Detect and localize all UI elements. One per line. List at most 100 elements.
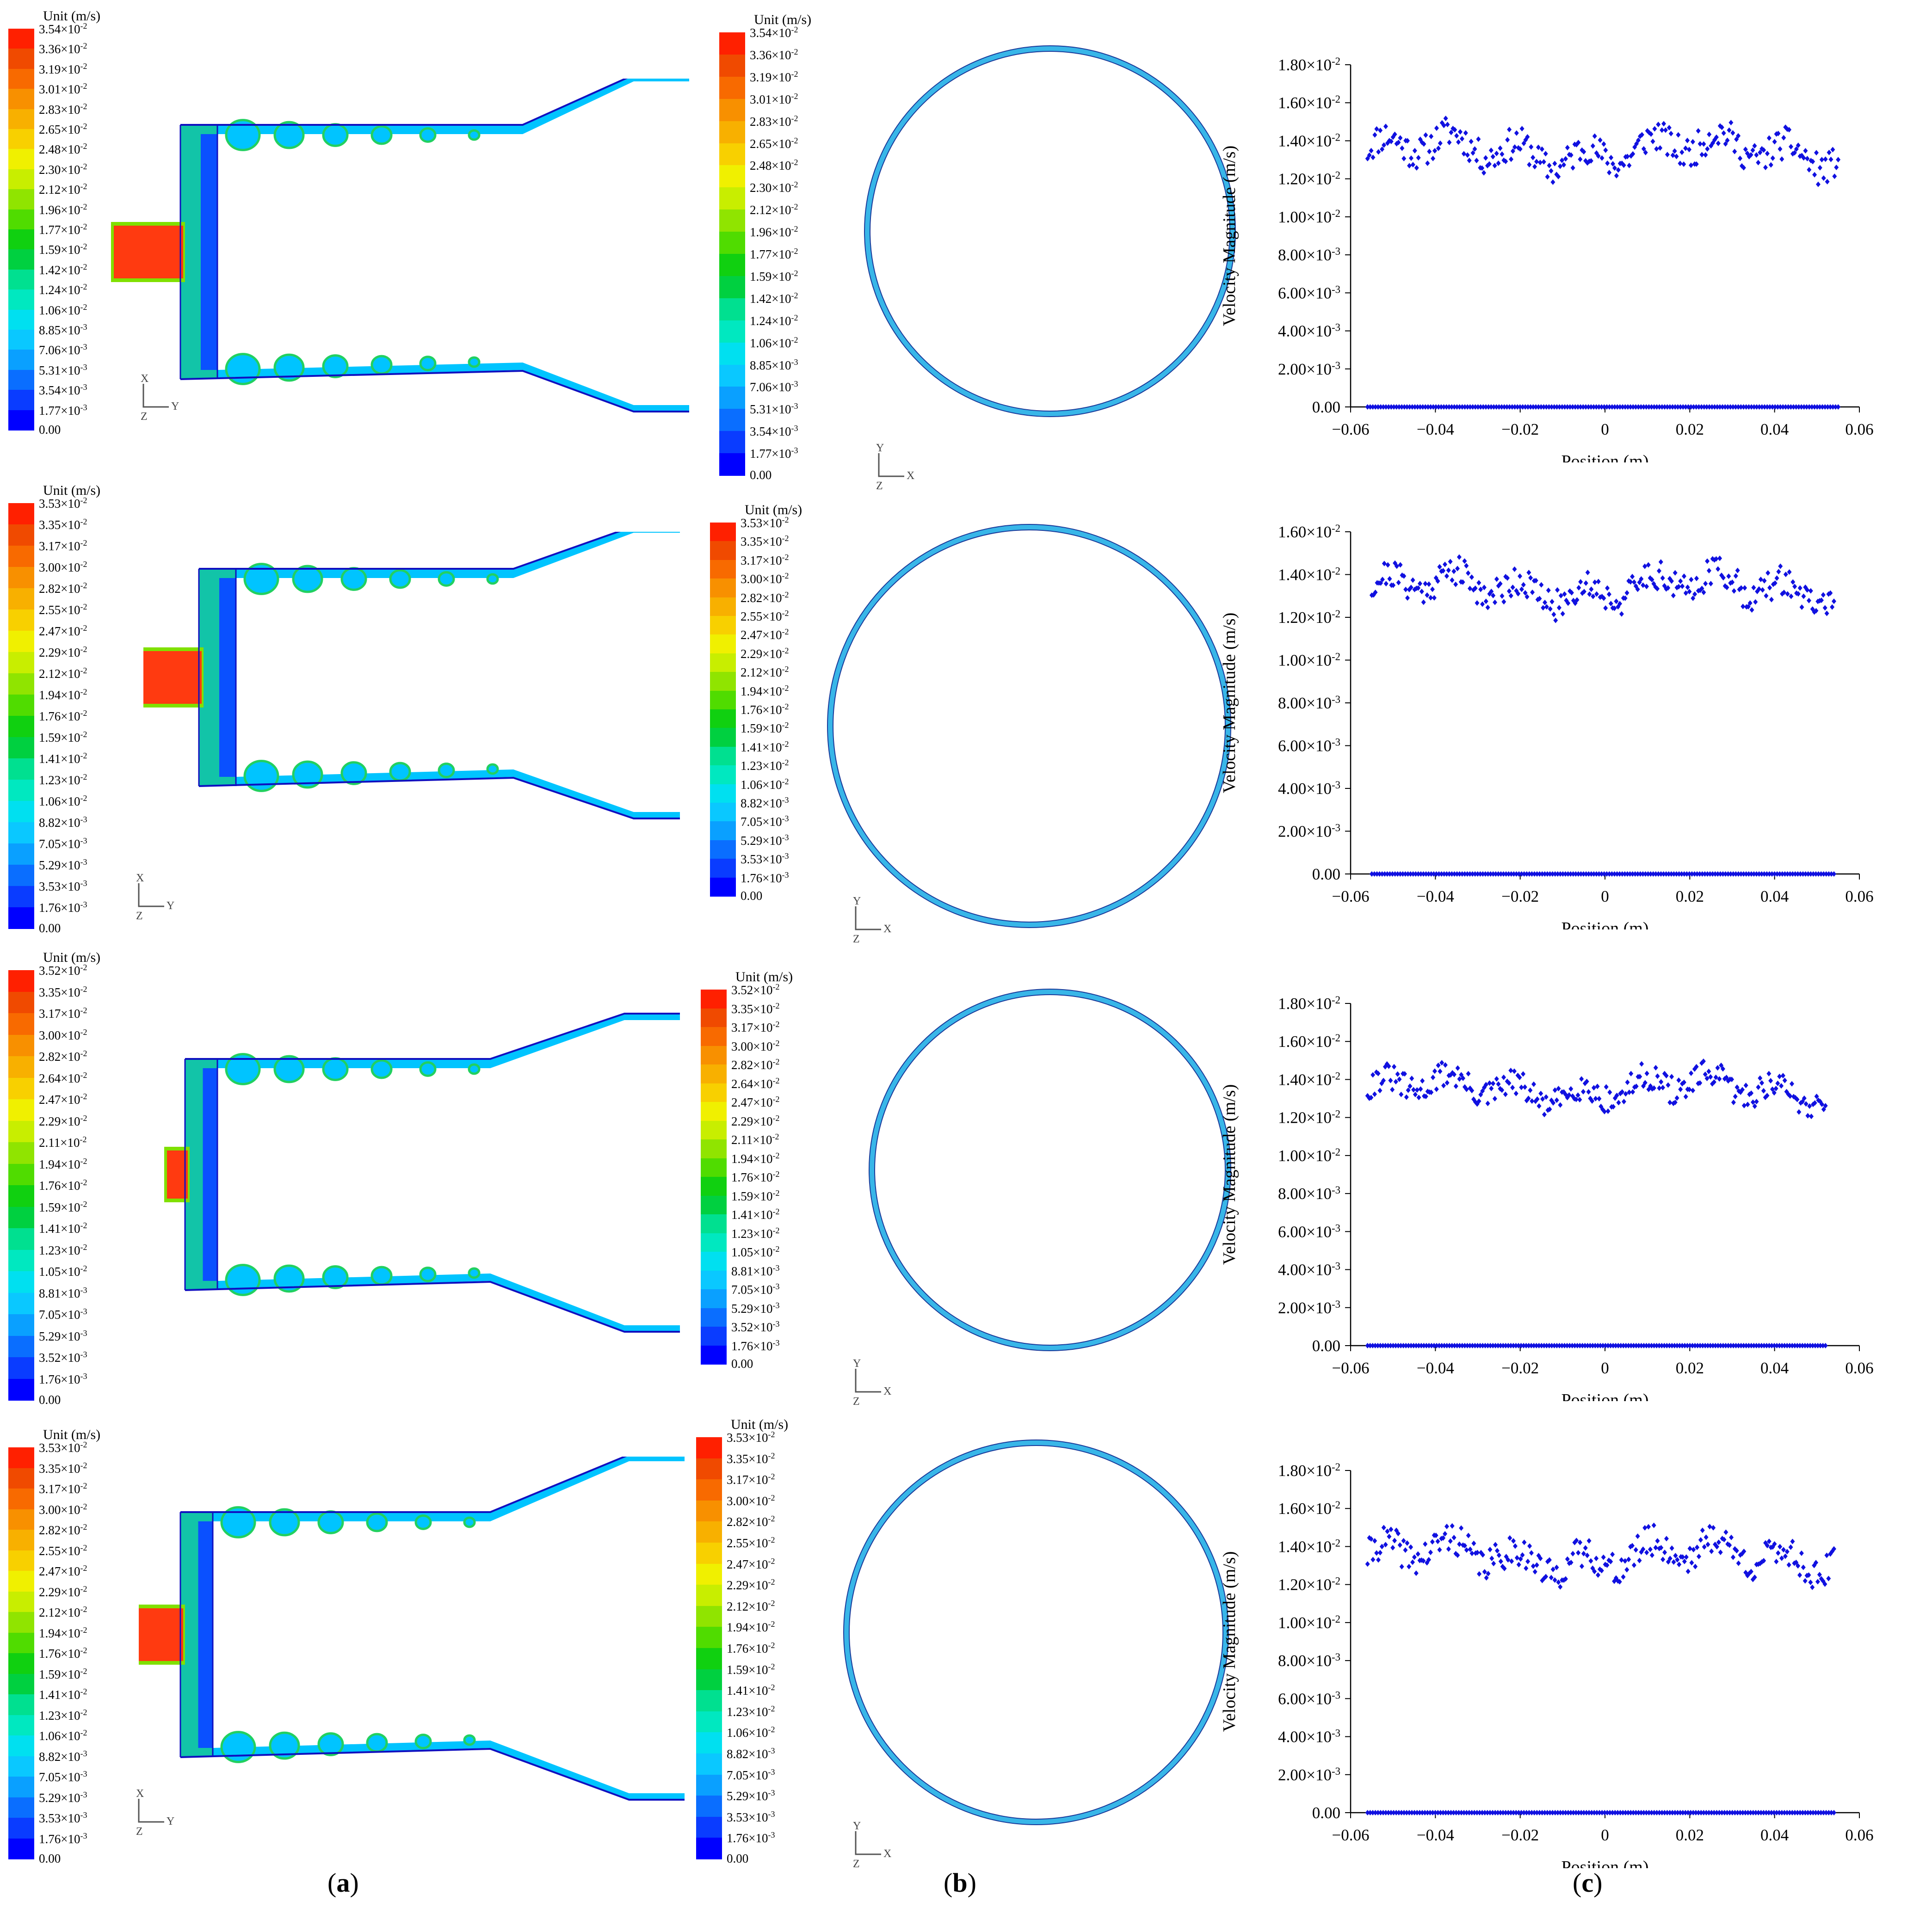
scatter-point	[1797, 585, 1802, 591]
scatter-point	[1554, 1097, 1559, 1103]
scatter-point	[1578, 156, 1583, 162]
annulus-ring	[864, 46, 1235, 417]
scatter-point	[1664, 871, 1669, 877]
scatter-point	[1782, 871, 1787, 877]
scatter-point	[1491, 871, 1496, 877]
scatter-point	[1455, 1065, 1460, 1071]
scatter-point	[1752, 404, 1757, 410]
scatter-point	[1383, 581, 1389, 587]
scatter-point	[1547, 1810, 1552, 1815]
scatter-point	[1723, 141, 1728, 147]
scatter-point	[1485, 1343, 1490, 1348]
scatter-point	[1671, 871, 1676, 877]
scatter-point	[1832, 1810, 1836, 1815]
scatter-point	[1699, 1060, 1704, 1066]
scatter-point	[1679, 871, 1684, 877]
x-tick-label: −0.06	[1332, 887, 1370, 905]
scatter-point	[1406, 1087, 1411, 1093]
upper-vortex-bubble	[269, 1508, 300, 1537]
scatter-point	[1563, 1091, 1568, 1097]
scatter-point	[1434, 125, 1439, 131]
scatter-point	[1660, 404, 1665, 410]
annulus-inner-edge	[874, 994, 1226, 1346]
scatter-point	[1591, 1085, 1596, 1091]
scatter-point	[1570, 165, 1575, 171]
scatter-point	[1646, 871, 1651, 877]
scatter-point	[1392, 560, 1397, 566]
scatter-point	[1549, 168, 1554, 174]
scatter-point	[1648, 1083, 1653, 1089]
annulus-ring	[844, 1440, 1228, 1825]
scatter-point	[1485, 1101, 1490, 1107]
scatter-point	[1748, 152, 1753, 158]
scatter-point	[1455, 1552, 1460, 1558]
scatter-point	[1814, 608, 1819, 614]
y-axis-label: Velocity Magnitude (m/s)	[1220, 1551, 1239, 1732]
legend-tick-label: 2.47×10-2	[39, 1563, 87, 1578]
color-scale-swatch	[701, 1195, 727, 1215]
scatter-point	[1372, 1091, 1377, 1097]
scatter-point	[1625, 871, 1630, 877]
scatter-point	[1423, 581, 1428, 587]
scatter-point	[1374, 871, 1379, 877]
scatter-point	[1667, 1810, 1673, 1815]
scatter-point	[1472, 1343, 1477, 1348]
scatter-point	[1452, 127, 1457, 133]
scatter-point	[1401, 155, 1407, 161]
scatter-point	[1761, 1558, 1766, 1564]
scatter-point	[1568, 404, 1573, 410]
scatter-point	[1756, 160, 1761, 166]
scatter-point	[1756, 586, 1761, 592]
color-scale-swatch	[719, 98, 745, 122]
scatter-point	[1653, 1064, 1658, 1070]
scatter-point	[1451, 1810, 1456, 1815]
scatter-point	[1736, 133, 1741, 139]
scatter-point	[1514, 1555, 1519, 1561]
scatter-point	[1602, 1810, 1607, 1815]
scatter-point	[1456, 139, 1461, 145]
scatter-point	[1398, 135, 1403, 141]
scatter-point	[1626, 1343, 1631, 1348]
legend-tick-label: 1.06×10-2	[741, 776, 789, 792]
scatter-point	[1683, 404, 1688, 410]
color-scale-swatch	[8, 1314, 34, 1336]
scatter-point	[1459, 1810, 1464, 1815]
scatter-point	[1777, 871, 1782, 877]
scatter-point	[1501, 871, 1506, 877]
scatter-point	[1391, 582, 1396, 588]
scatter-point	[1370, 404, 1376, 410]
scatter-point	[1733, 404, 1738, 410]
scatter-point	[1475, 1810, 1480, 1815]
scatter-point	[1380, 577, 1385, 583]
scatter-point	[1421, 871, 1426, 877]
scatter-point	[1522, 1084, 1527, 1090]
scatter-point	[1721, 1343, 1726, 1348]
legend-tick-label: 3.35×10-2	[39, 1460, 87, 1476]
scatter-point	[1810, 1584, 1815, 1590]
scatter-point	[1766, 1343, 1772, 1348]
scatter-point	[1558, 1102, 1563, 1108]
scatter-point	[1520, 1552, 1525, 1558]
scatter-point	[1639, 1061, 1644, 1067]
scatter-point	[1432, 1343, 1437, 1348]
scatter-point	[1741, 165, 1746, 171]
color-scale-swatch	[8, 907, 34, 929]
scatter-point	[1460, 579, 1465, 585]
scatter-point	[1620, 1810, 1625, 1815]
scatter-point	[1526, 1095, 1531, 1101]
scatter-point	[1545, 1810, 1550, 1815]
scatter-point	[1589, 586, 1594, 592]
scatter-point	[1730, 579, 1735, 585]
legend-tick-label: 1.59×10-2	[750, 268, 798, 283]
upper-vortex-bubble	[225, 1053, 261, 1085]
triad-label: Z	[853, 933, 860, 945]
color-scale-swatch	[710, 578, 736, 598]
color-scale-bar	[8, 503, 34, 929]
scatter-point	[1478, 586, 1483, 592]
scatter-point	[1766, 1810, 1772, 1815]
scatter-point	[1633, 1810, 1638, 1815]
legend-tick-label: 7.05×10-3	[731, 1282, 780, 1297]
triad-label: X	[136, 874, 144, 884]
scatter-point	[1658, 559, 1663, 565]
legend-tick-label: 3.17×10-2	[39, 1481, 87, 1496]
